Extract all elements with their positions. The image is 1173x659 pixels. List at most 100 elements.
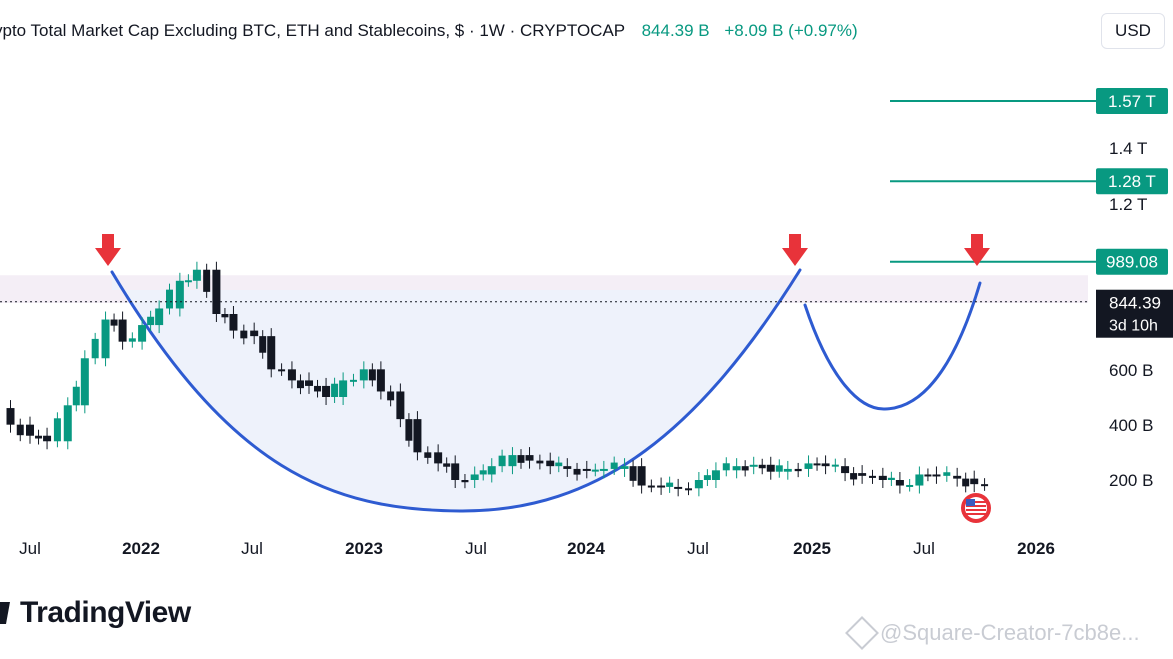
candle-body bbox=[314, 385, 322, 392]
candle-body bbox=[610, 462, 618, 469]
down-arrow-icon bbox=[964, 234, 990, 266]
candle-body bbox=[147, 316, 155, 326]
candle-body bbox=[322, 385, 331, 397]
candle-body bbox=[821, 463, 830, 467]
candle-body bbox=[387, 391, 395, 401]
candle-body bbox=[259, 336, 267, 353]
x-axis-label: Jul bbox=[687, 539, 709, 558]
candle-body bbox=[657, 485, 666, 488]
y-axis-label: 600 B bbox=[1109, 361, 1153, 380]
candle-body bbox=[915, 474, 924, 486]
candle-body bbox=[155, 308, 164, 326]
candle-body bbox=[563, 466, 572, 469]
x-axis-label: Jul bbox=[465, 539, 487, 558]
candle-body bbox=[305, 380, 314, 386]
y-axis-label: 200 B bbox=[1109, 471, 1153, 490]
candle-body bbox=[703, 475, 711, 480]
candle-body bbox=[287, 369, 296, 381]
x-axis-label: Jul bbox=[913, 539, 935, 558]
x-axis-label: 2026 bbox=[1017, 539, 1055, 558]
candle-body bbox=[932, 474, 941, 477]
candle-body bbox=[405, 419, 413, 441]
candle-body bbox=[749, 464, 758, 467]
chart-header: ypto Total Market Cap Excluding BTC, ETH… bbox=[0, 0, 1090, 62]
candle-body bbox=[296, 380, 304, 389]
candle-body bbox=[804, 463, 813, 469]
tradingview-logo[interactable]: TradingView bbox=[0, 595, 191, 631]
candle-body bbox=[741, 466, 749, 471]
y-axis-label: 1.2 T bbox=[1109, 195, 1147, 214]
down-arrow-icon bbox=[782, 234, 808, 266]
candle-body bbox=[221, 314, 229, 318]
candle-body bbox=[508, 455, 517, 467]
symbol-title: ypto Total Market Cap Excluding BTC, ETH… bbox=[0, 21, 858, 41]
logo-text: TradingView bbox=[20, 596, 191, 629]
level-label: 1.28 T bbox=[1108, 172, 1156, 191]
candle-body bbox=[339, 380, 348, 397]
candle-body bbox=[582, 468, 591, 471]
candle-body bbox=[349, 379, 357, 382]
symbol-title-text: ypto Total Market Cap Excluding BTC, ETH… bbox=[0, 21, 625, 40]
candle-body bbox=[240, 330, 248, 339]
down-arrow-icon bbox=[95, 234, 121, 266]
x-axis-label: Jul bbox=[241, 539, 263, 558]
price-label-box bbox=[1096, 289, 1173, 338]
candle-body bbox=[63, 405, 72, 442]
candle-body bbox=[962, 478, 970, 487]
candle-body bbox=[858, 473, 867, 476]
candle-body bbox=[599, 468, 608, 471]
candle-body bbox=[35, 435, 43, 439]
candle-body bbox=[368, 369, 376, 381]
level-label-box bbox=[1096, 248, 1168, 275]
candle-body bbox=[443, 463, 451, 467]
candle-body bbox=[498, 455, 506, 467]
x-axis-label: 2022 bbox=[122, 539, 160, 558]
candle-body bbox=[525, 455, 534, 461]
candle-body bbox=[868, 475, 876, 478]
candle-body bbox=[331, 383, 339, 397]
candle-body bbox=[118, 319, 127, 342]
candle-body bbox=[841, 466, 850, 474]
candle-body bbox=[831, 464, 839, 467]
candle-body bbox=[536, 460, 544, 464]
level-label: 1.57 T bbox=[1108, 92, 1156, 111]
candle-body bbox=[924, 474, 932, 477]
candle-body bbox=[434, 452, 443, 464]
candle-body bbox=[128, 338, 136, 342]
candle-body bbox=[72, 386, 80, 406]
candle-body bbox=[906, 484, 914, 487]
candle-body bbox=[212, 269, 221, 314]
currency-button[interactable]: USD bbox=[1101, 13, 1165, 49]
logo-mark-icon bbox=[0, 602, 10, 624]
candle-body bbox=[674, 486, 683, 489]
candle-body bbox=[775, 465, 783, 472]
candle-body bbox=[166, 289, 174, 309]
cup-fill bbox=[112, 270, 800, 512]
candle-body bbox=[878, 475, 887, 480]
candle-body bbox=[80, 358, 89, 406]
candle-body bbox=[517, 455, 525, 463]
candle-body bbox=[278, 369, 286, 372]
candle-body bbox=[203, 269, 211, 292]
candle-body bbox=[970, 478, 979, 485]
last-price: 844.39 B bbox=[641, 21, 710, 40]
candle-body bbox=[895, 480, 904, 486]
candle-body bbox=[711, 470, 720, 480]
x-axis-label: 2023 bbox=[345, 539, 383, 558]
watermark-text: @Square-Creator-7cb8e... bbox=[880, 620, 1140, 645]
cup-curve bbox=[110, 268, 802, 513]
level-label-box bbox=[1096, 168, 1168, 195]
candle-body bbox=[184, 280, 192, 283]
price-label-value: 844.39 bbox=[1109, 294, 1161, 313]
candle-body bbox=[53, 418, 61, 442]
candle-body bbox=[267, 336, 276, 370]
candle-body bbox=[487, 466, 496, 475]
candle-body bbox=[250, 330, 259, 337]
candle-body bbox=[981, 484, 989, 487]
x-axis-label: 2025 bbox=[793, 539, 831, 558]
price-chart[interactable]: 1.57 T 1.28 T 989.08 844.39 3d 10h 1.4 T 1.2 T… bbox=[0, 0, 1173, 580]
candle-body bbox=[620, 466, 629, 469]
candle-body bbox=[758, 464, 766, 469]
candle-body bbox=[451, 463, 460, 480]
candle-body bbox=[43, 435, 52, 442]
